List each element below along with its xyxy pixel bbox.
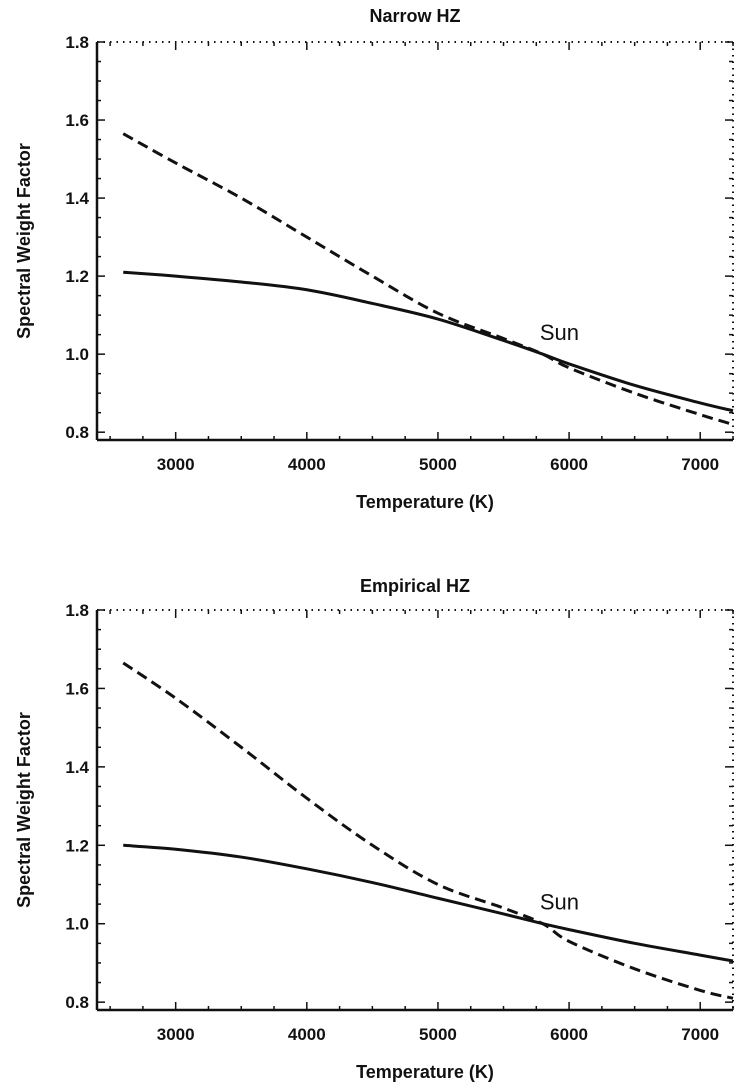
- y-tick-label: 1.6: [65, 679, 89, 698]
- x-tick-label: 3000: [157, 455, 195, 474]
- y-tick-label: 1.0: [65, 915, 89, 934]
- sun-annotation: Sun: [540, 320, 579, 345]
- y-tick-label: 0.8: [65, 993, 89, 1012]
- chart-title: Narrow HZ: [369, 6, 460, 26]
- y-axis-label: Spectral Weight Factor: [14, 143, 34, 339]
- y-axis-label: Spectral Weight Factor: [14, 712, 34, 908]
- x-axis-label: Temperature (K): [356, 1062, 494, 1082]
- y-tick-label: 1.2: [65, 836, 89, 855]
- sun-annotation: Sun: [540, 890, 579, 915]
- y-tick-label: 1.4: [65, 189, 89, 208]
- x-tick-label: 4000: [288, 1025, 326, 1044]
- chart-panel-2: Empirical HZ 3000 4000 5000 6000 7000 0.8 1.0 1.…: [14, 576, 734, 1082]
- x-tick-label: 5000: [419, 455, 457, 474]
- y-tick-label: 1.8: [65, 601, 89, 620]
- x-tick-label: 3000: [157, 1025, 195, 1044]
- dashed-series-line: [122, 661, 734, 1000]
- x-tick-label: 5000: [419, 1025, 457, 1044]
- x-tick-label: 6000: [550, 1025, 588, 1044]
- x-tick-label: 7000: [681, 1025, 719, 1044]
- y-tick-label: 1.0: [65, 345, 89, 364]
- y-tick-label: 1.6: [65, 111, 89, 130]
- y-tick-label: 0.8: [65, 423, 89, 442]
- solid-series-line: [123, 270, 734, 413]
- x-tick-label: 4000: [288, 455, 326, 474]
- x-tick-label: 7000: [681, 455, 719, 474]
- x-axis-label: Temperature (K): [356, 492, 494, 512]
- chart-title: Empirical HZ: [360, 576, 470, 596]
- chart-panel-1: Narrow HZ 3000 4000 5000 6000 7000 0.8 1.0 1.2 1.…: [14, 6, 734, 512]
- y-tick-label: 1.8: [65, 33, 89, 52]
- y-tick-label: 1.4: [65, 758, 89, 777]
- solid-series-line: [123, 843, 734, 963]
- x-tick-label: 6000: [550, 455, 588, 474]
- dashed-series-line: [122, 132, 734, 426]
- y-tick-label: 1.2: [65, 267, 89, 286]
